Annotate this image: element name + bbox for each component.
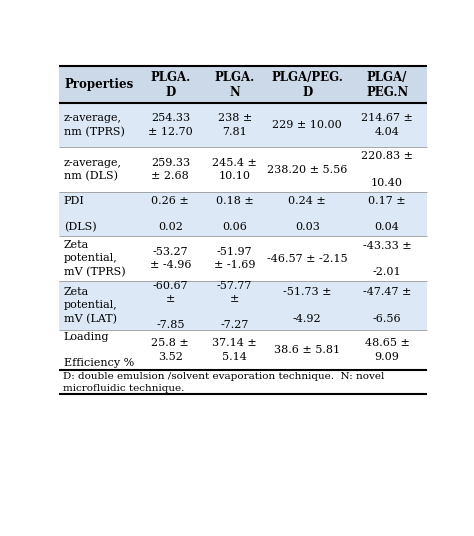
Text: Zeta
potential,
mV (TPRS): Zeta potential, mV (TPRS) <box>64 240 125 277</box>
Bar <box>267 103 347 147</box>
Bar <box>59 66 138 103</box>
Bar <box>59 281 138 330</box>
Text: 0.24 ±

0.03: 0.24 ± 0.03 <box>288 196 326 232</box>
Bar <box>138 281 202 330</box>
Bar <box>138 236 202 281</box>
Text: z-average,
nm (TPRS): z-average, nm (TPRS) <box>64 113 125 137</box>
Text: -46.57 ± -2.15: -46.57 ± -2.15 <box>267 254 347 264</box>
Text: 25.8 ±
3.52: 25.8 ± 3.52 <box>152 338 189 361</box>
Bar <box>347 330 427 370</box>
Bar <box>267 192 347 236</box>
Bar <box>59 370 427 394</box>
Text: 254.33
± 12.70: 254.33 ± 12.70 <box>148 114 193 137</box>
Text: 0.18 ±

0.06: 0.18 ± 0.06 <box>216 196 254 232</box>
Bar <box>59 330 138 370</box>
Text: 38.6 ± 5.81: 38.6 ± 5.81 <box>274 345 340 355</box>
Text: 245.4 ±
10.10: 245.4 ± 10.10 <box>212 158 257 181</box>
Text: 238 ±
7.81: 238 ± 7.81 <box>218 114 252 137</box>
Text: -51.73 ±

-4.92: -51.73 ± -4.92 <box>283 287 331 324</box>
Bar <box>347 192 427 236</box>
Text: PLGA.
N: PLGA. N <box>215 71 255 99</box>
Bar <box>138 66 202 103</box>
Text: -51.97
± -1.69: -51.97 ± -1.69 <box>214 247 255 270</box>
Bar <box>138 192 202 236</box>
Bar <box>138 330 202 370</box>
Bar <box>347 66 427 103</box>
Bar <box>202 236 267 281</box>
Bar <box>59 192 138 236</box>
Text: PLGA.
D: PLGA. D <box>150 71 191 99</box>
Text: 48.65 ±
9.09: 48.65 ± 9.09 <box>365 338 410 361</box>
Text: -43.33 ±

-2.01: -43.33 ± -2.01 <box>363 241 411 277</box>
Bar <box>267 330 347 370</box>
Bar <box>59 236 138 281</box>
Text: 259.33
± 2.68: 259.33 ± 2.68 <box>151 158 190 181</box>
Text: 220.83 ±

10.40: 220.83 ± 10.40 <box>361 151 413 188</box>
Bar <box>202 103 267 147</box>
Text: 214.67 ±
4.04: 214.67 ± 4.04 <box>361 114 413 137</box>
Bar <box>347 147 427 192</box>
Bar <box>202 281 267 330</box>
Bar <box>202 330 267 370</box>
Text: 238.20 ± 5.56: 238.20 ± 5.56 <box>267 165 347 175</box>
Text: -57.77
±

-7.27: -57.77 ± -7.27 <box>217 280 252 330</box>
Bar <box>267 236 347 281</box>
Text: z-average,
nm (DLS): z-average, nm (DLS) <box>64 158 122 181</box>
Text: -53.27
± -4.96: -53.27 ± -4.96 <box>150 247 191 270</box>
Text: 0.17 ±

0.04: 0.17 ± 0.04 <box>368 196 406 232</box>
Bar <box>59 147 138 192</box>
Bar <box>267 281 347 330</box>
Text: D: double emulsion /solvent evaporation technique.  N: novel
microfluidic techni: D: double emulsion /solvent evaporation … <box>63 371 384 392</box>
Text: Properties: Properties <box>64 78 133 91</box>
Bar <box>267 147 347 192</box>
Text: PLGA/PEG.
D: PLGA/PEG. D <box>271 71 343 99</box>
Bar <box>347 103 427 147</box>
Bar <box>267 66 347 103</box>
Bar <box>202 66 267 103</box>
Bar <box>202 192 267 236</box>
Bar <box>202 147 267 192</box>
Text: 0.26 ±

0.02: 0.26 ± 0.02 <box>152 196 189 232</box>
Text: PDI

(DLS): PDI (DLS) <box>64 196 96 233</box>
Text: -47.47 ±

-6.56: -47.47 ± -6.56 <box>363 287 411 324</box>
Bar <box>59 103 138 147</box>
Text: Zeta
potential,
mV (LAT): Zeta potential, mV (LAT) <box>64 287 118 324</box>
Bar <box>138 147 202 192</box>
Text: 229 ± 10.00: 229 ± 10.00 <box>273 120 342 130</box>
Bar <box>347 236 427 281</box>
Text: PLGA/
PEG.N: PLGA/ PEG.N <box>366 71 408 99</box>
Text: -60.67
±

-7.85: -60.67 ± -7.85 <box>153 280 188 330</box>
Bar <box>138 103 202 147</box>
Bar <box>347 281 427 330</box>
Text: Loading

Efficiency %: Loading Efficiency % <box>64 332 134 368</box>
Text: 37.14 ±
5.14: 37.14 ± 5.14 <box>212 338 257 361</box>
